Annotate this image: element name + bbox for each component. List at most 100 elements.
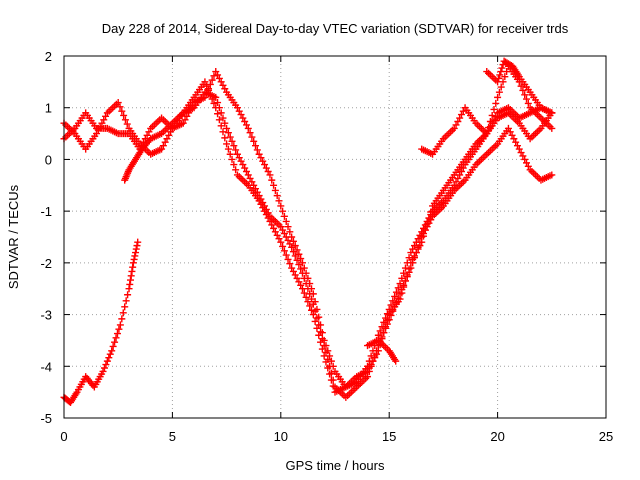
data-point: [494, 78, 502, 86]
data-point: [132, 245, 140, 253]
data-point: [382, 314, 390, 322]
data-point: [295, 250, 303, 258]
data-point: [217, 122, 225, 130]
data-point: [289, 248, 297, 256]
y-tick-label: -4: [40, 359, 52, 374]
x-axis-label: GPS time / hours: [286, 458, 385, 473]
data-point: [102, 361, 110, 369]
data-point: [224, 129, 232, 137]
data-point: [317, 328, 325, 336]
data-point: [523, 95, 531, 103]
data-point: [288, 243, 296, 251]
data-point: [232, 166, 240, 174]
data-point: [228, 137, 236, 145]
series-trace-a: [60, 68, 556, 391]
data-point: [405, 268, 413, 276]
data-point: [122, 297, 130, 305]
data-point: [519, 86, 527, 94]
data-point: [380, 318, 388, 326]
data-point: [295, 261, 303, 269]
y-tick-label: 2: [45, 49, 52, 64]
data-point: [329, 376, 337, 384]
data-point: [223, 140, 231, 148]
data-points-layer: [60, 57, 556, 406]
data-point: [120, 111, 128, 119]
data-point: [201, 78, 209, 86]
data-point: [398, 286, 406, 294]
data-point: [116, 321, 124, 329]
data-point: [293, 246, 301, 254]
data-point: [369, 357, 377, 365]
data-point: [318, 335, 326, 343]
grid-layer: [64, 56, 606, 418]
data-point: [396, 280, 404, 288]
data-point: [383, 310, 391, 318]
data-point: [214, 110, 222, 118]
data-point: [488, 111, 496, 119]
data-point: [210, 99, 218, 107]
data-point: [524, 99, 532, 107]
data-point: [403, 273, 411, 281]
data-point: [221, 119, 229, 127]
data-point: [226, 150, 234, 158]
data-point: [282, 251, 290, 259]
data-point: [495, 88, 503, 96]
series-trace-c: [121, 88, 556, 401]
data-point: [322, 348, 330, 356]
series-trace-f: [60, 238, 142, 406]
data-point: [383, 320, 391, 328]
data-point: [116, 103, 124, 111]
data-point: [284, 255, 292, 263]
data-point: [306, 302, 314, 310]
data-point: [131, 252, 139, 260]
data-point: [320, 342, 328, 350]
data-point: [132, 249, 140, 257]
data-point: [297, 265, 305, 273]
data-point: [315, 321, 323, 329]
data-point: [129, 259, 137, 267]
data-point: [302, 280, 310, 288]
y-tick-label: -3: [40, 308, 52, 323]
y-tick-label: 1: [45, 101, 52, 116]
plot-frame: [63, 55, 607, 419]
data-point: [492, 99, 500, 107]
data-point: [212, 93, 220, 101]
data-point: [548, 124, 556, 132]
data-point: [289, 237, 297, 245]
data-point: [327, 357, 335, 365]
data-point: [291, 252, 299, 260]
data-point: [400, 269, 408, 277]
data-point: [291, 242, 299, 250]
data-point: [497, 83, 505, 91]
data-point: [521, 91, 529, 99]
data-point: [490, 105, 498, 113]
data-point: [304, 285, 312, 293]
data-point: [394, 294, 402, 302]
data-point: [103, 357, 111, 365]
data-point: [121, 303, 129, 311]
data-point: [300, 274, 308, 282]
y-tick-label: -1: [40, 204, 52, 219]
y-tick-label: -5: [40, 411, 52, 426]
data-point: [219, 128, 227, 136]
data-point: [215, 116, 223, 124]
data-point: [306, 290, 314, 298]
data-point: [394, 284, 402, 292]
data-point: [380, 329, 388, 337]
data-point: [277, 202, 285, 210]
data-point: [108, 347, 116, 355]
data-point: [416, 238, 424, 246]
data-point: [382, 324, 390, 332]
data-point: [210, 72, 218, 80]
data-point: [250, 137, 258, 145]
data-point: [327, 369, 335, 377]
data-point: [277, 238, 285, 246]
data-point: [127, 272, 135, 280]
data-point: [133, 242, 141, 250]
data-point: [279, 242, 287, 250]
data-point: [396, 290, 404, 298]
data-point: [271, 186, 279, 194]
data-point: [208, 76, 216, 84]
x-tick-label: 20: [490, 429, 504, 444]
data-point: [376, 327, 384, 335]
